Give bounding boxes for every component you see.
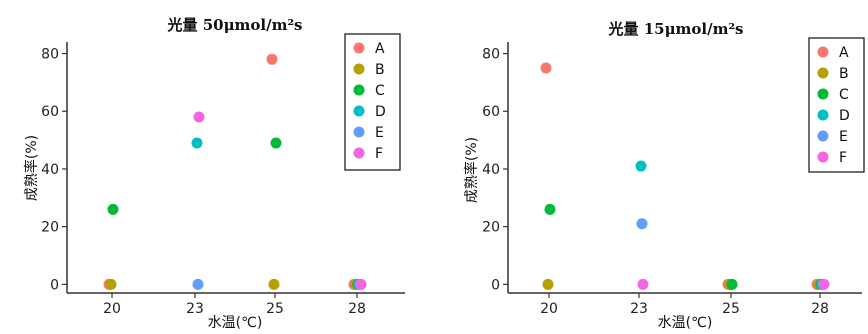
data-point-d: [635, 160, 647, 172]
legend-key-f: [353, 147, 365, 159]
data-point-c: [544, 203, 556, 215]
legend-label-e: E: [839, 129, 848, 145]
legend-key-c: [353, 84, 365, 96]
y-tick-label: 80: [482, 47, 500, 63]
legend-label-c: C: [375, 83, 385, 99]
legend-label-f: F: [375, 146, 383, 162]
data-point-a: [266, 53, 278, 65]
x-tick-label: 23: [630, 301, 648, 317]
legend-key-e: [353, 126, 365, 138]
y-tick-label: 60: [41, 104, 59, 120]
data-point-f: [637, 278, 649, 290]
data-point-a: [540, 62, 552, 74]
legend-key-a: [817, 46, 829, 58]
data-point-c: [107, 203, 119, 215]
x-tick-label: 23: [186, 301, 204, 317]
legend-label-a: A: [375, 41, 385, 57]
data-point-c: [270, 137, 282, 149]
legend-label-b: B: [375, 62, 385, 78]
data-point-e: [636, 218, 648, 230]
data-point-b: [105, 278, 117, 290]
legend-label-d: D: [839, 108, 850, 124]
y-axis-label: 成熟率(%): [463, 137, 480, 203]
x-tick-label: 20: [103, 301, 121, 317]
x-tick-label: 28: [811, 301, 829, 317]
legend-key-b: [353, 63, 365, 75]
legend-key-e: [817, 130, 829, 142]
chart-title: 光量 15μmol/m²s: [607, 20, 743, 38]
x-tick-label: 28: [348, 301, 366, 317]
y-tick-label: 40: [482, 162, 500, 178]
plot-area: [508, 42, 862, 293]
y-tick-label: 40: [41, 162, 59, 178]
y-axis-label: 成熟率(%): [23, 135, 40, 201]
data-point-f: [193, 111, 205, 123]
legend-box: [808, 37, 865, 173]
legend-box: [344, 33, 401, 171]
legend-key-c: [817, 88, 829, 100]
x-tick-label: 20: [540, 301, 558, 317]
legend-key-a: [353, 42, 365, 54]
y-tick-label: 60: [482, 104, 500, 120]
legend-label-b: B: [839, 66, 849, 82]
y-tick-label: 0: [50, 277, 59, 293]
data-point-e: [192, 278, 204, 290]
legend-label-a: A: [839, 45, 849, 61]
legend-label-c: C: [839, 87, 849, 103]
x-tick-label: 25: [266, 301, 284, 317]
data-point-d: [191, 137, 203, 149]
x-tick-label: 25: [722, 301, 740, 317]
chart-panel-2: 光量 15μmol/m²s 0 20 40 60 80 20 23 25 28 水温(℃) 成熟率(%…: [463, 20, 865, 331]
data-point-b: [268, 278, 280, 290]
y-tick-label: 20: [482, 220, 500, 236]
legend-label-e: E: [375, 125, 384, 141]
legend-label-d: D: [375, 104, 386, 120]
y-tick-label: 20: [41, 220, 59, 236]
data-point-b: [542, 278, 554, 290]
data-point-f: [355, 278, 367, 290]
y-tick-label: 0: [491, 277, 500, 293]
legend-key-d: [353, 105, 365, 117]
legend-key-f: [817, 151, 829, 163]
x-axis-label: 水温(℃): [208, 315, 263, 331]
y-tick-label: 80: [41, 47, 59, 63]
legend-label-f: F: [839, 150, 847, 166]
data-point-f: [818, 278, 830, 290]
legend-key-b: [817, 67, 829, 79]
chart-title: 光量 50μmol/m²s: [166, 16, 302, 34]
data-point-c: [726, 278, 738, 290]
legend-key-d: [817, 109, 829, 121]
chart-panel-1: 光量 50μmol/m²s 0 20 40 60 80 20 23 25 28 水温(℃) 成熟率(%…: [23, 16, 405, 331]
x-axis-label: 水温(℃): [658, 315, 713, 331]
